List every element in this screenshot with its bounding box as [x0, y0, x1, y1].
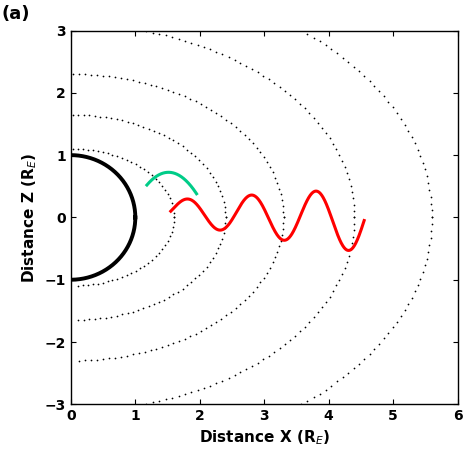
Text: (a): (a) — [1, 5, 30, 23]
X-axis label: Distance X (R$_E$): Distance X (R$_E$) — [199, 429, 329, 448]
Y-axis label: Distance Z (R$_E$): Distance Z (R$_E$) — [20, 152, 39, 283]
